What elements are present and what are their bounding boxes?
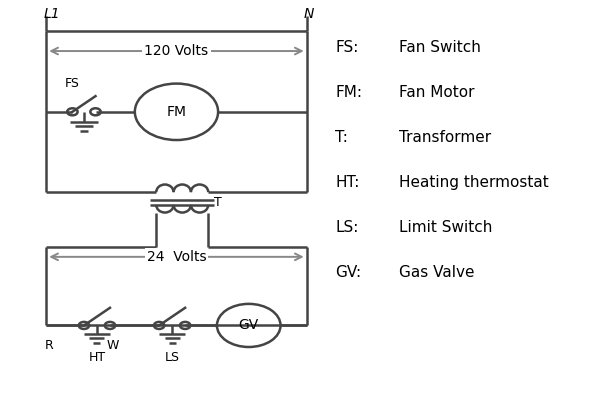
Text: Heating thermostat: Heating thermostat bbox=[399, 175, 549, 190]
Text: HT: HT bbox=[88, 351, 106, 364]
Text: HT:: HT: bbox=[336, 175, 360, 190]
Text: R: R bbox=[45, 339, 54, 352]
Text: GV: GV bbox=[238, 318, 259, 332]
Text: Gas Valve: Gas Valve bbox=[399, 265, 474, 280]
Text: Transformer: Transformer bbox=[399, 130, 491, 145]
Text: LS:: LS: bbox=[336, 220, 359, 235]
Text: FS: FS bbox=[65, 77, 80, 90]
Text: Fan Motor: Fan Motor bbox=[399, 85, 474, 100]
Text: FM:: FM: bbox=[336, 85, 362, 100]
Text: GV:: GV: bbox=[336, 265, 362, 280]
Text: Fan Switch: Fan Switch bbox=[399, 40, 481, 55]
Text: Limit Switch: Limit Switch bbox=[399, 220, 493, 235]
Text: 120 Volts: 120 Volts bbox=[145, 44, 208, 58]
Text: LS: LS bbox=[165, 351, 179, 364]
Text: FS:: FS: bbox=[336, 40, 359, 55]
Text: L1: L1 bbox=[44, 7, 60, 21]
Text: W: W bbox=[107, 339, 119, 352]
Text: T: T bbox=[214, 196, 222, 210]
Text: T:: T: bbox=[336, 130, 348, 145]
Text: N: N bbox=[304, 7, 314, 21]
Text: 24  Volts: 24 Volts bbox=[147, 250, 206, 264]
Text: FM: FM bbox=[166, 105, 186, 119]
